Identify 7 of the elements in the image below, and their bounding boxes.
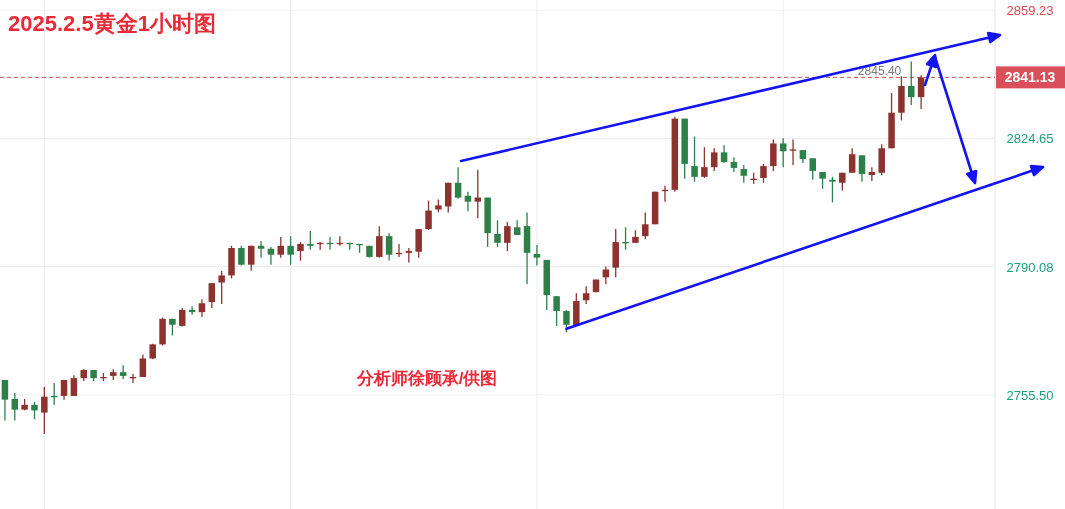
y-tick-label: 2790.08 [1006, 259, 1054, 275]
annotation: 分析师徐顾承/供图 [355, 369, 498, 388]
y-tick-label: 2755.50 [1006, 387, 1054, 403]
y-tick-label: 2859.23 [1006, 3, 1054, 19]
ref-line-label: 2841.13 [1004, 69, 1056, 86]
y-tick-label: 2824.65 [1006, 131, 1054, 147]
text: 2025.2.5黄金1小时图 [8, 11, 216, 36]
